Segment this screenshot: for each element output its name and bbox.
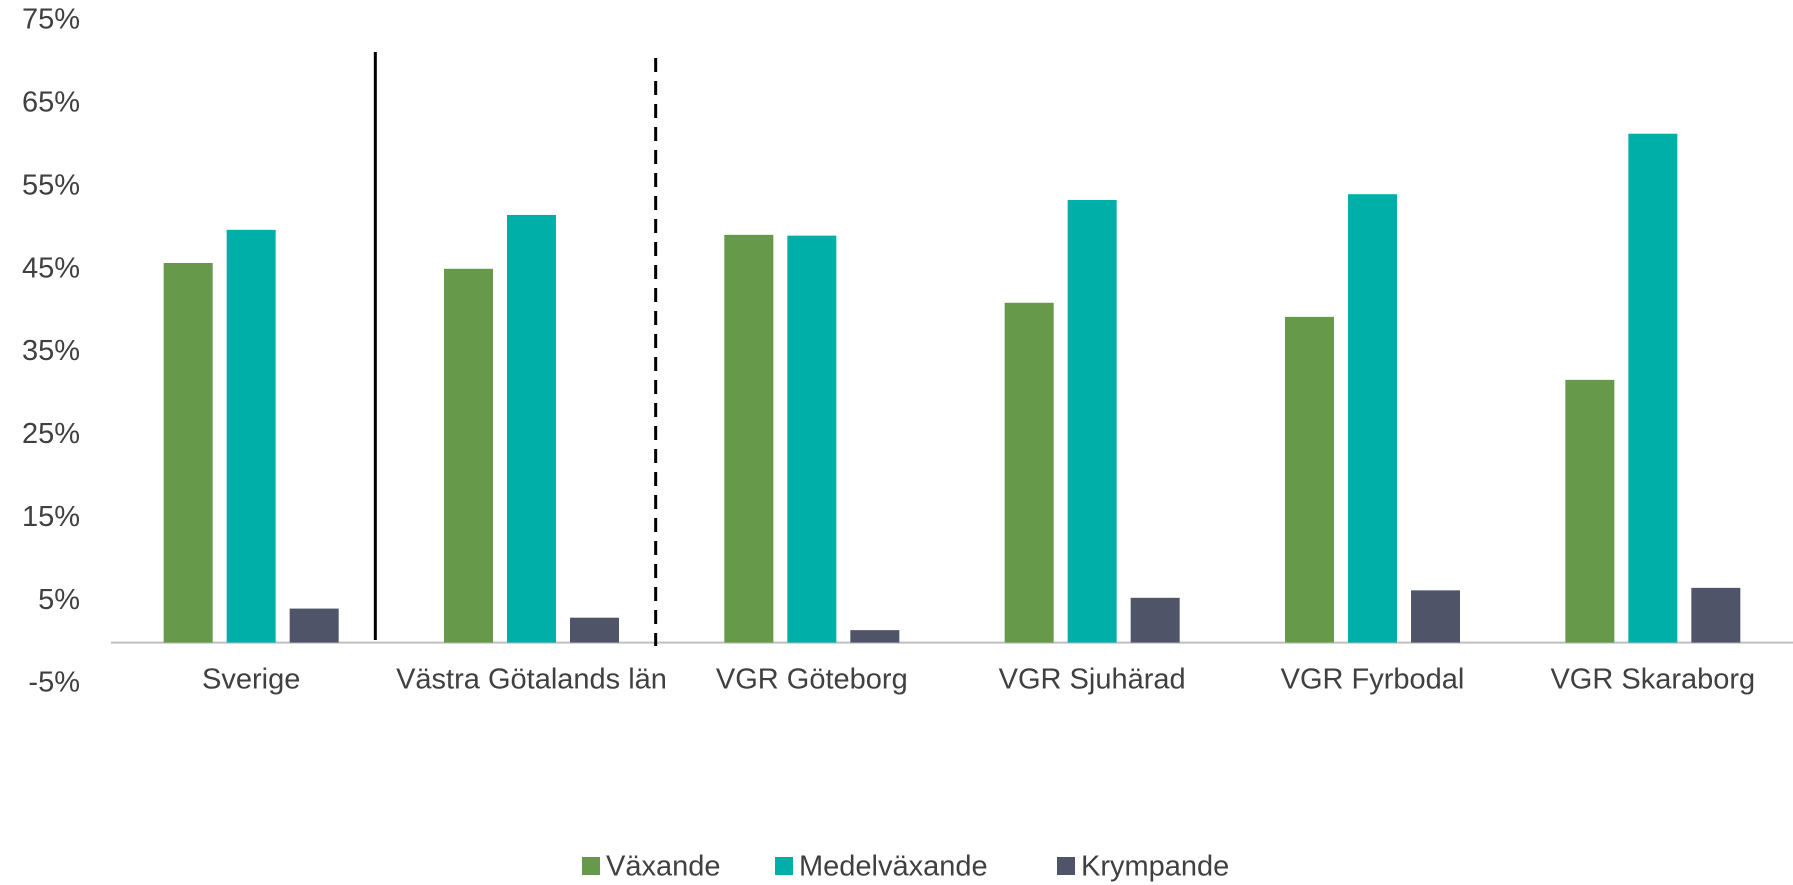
bar: [507, 214, 556, 643]
x-tick-label: VGR Sjuhärad: [999, 664, 1186, 696]
legend-swatch: [775, 857, 793, 875]
bar: [444, 268, 493, 643]
y-tick-label: 15%: [22, 501, 80, 533]
legend-label: Krympande: [1081, 851, 1229, 883]
bar: [1411, 590, 1460, 643]
y-tick-label: -5%: [28, 667, 80, 699]
y-tick-label: 65%: [22, 87, 80, 119]
legend-swatch: [582, 857, 600, 875]
bar: [850, 630, 900, 643]
bar: [1565, 379, 1615, 643]
x-tick-label: VGR Göteborg: [716, 664, 908, 696]
bar: [1348, 194, 1397, 643]
legend-label: Medelväxande: [799, 851, 988, 883]
bar: [1285, 316, 1334, 643]
y-tick-label: 45%: [22, 252, 80, 284]
bar: [289, 608, 339, 643]
y-tick-label: 55%: [22, 169, 80, 201]
x-tick-label: VGR Fyrbodal: [1281, 664, 1465, 696]
bar: [1628, 133, 1678, 643]
legend-label: Växande: [606, 851, 721, 883]
y-tick-label: 75%: [22, 4, 80, 36]
bar: [724, 234, 774, 643]
y-tick-label: 5%: [38, 584, 80, 616]
x-tick-label: VGR Skaraborg: [1550, 664, 1755, 696]
x-tick-label: Sverige: [202, 664, 300, 696]
bar: [163, 262, 213, 643]
y-tick-label: 35%: [22, 335, 80, 367]
bar: [1067, 200, 1117, 643]
bar: [1004, 302, 1054, 643]
bar: [1130, 597, 1180, 643]
bar: [226, 229, 276, 643]
bar: [1691, 587, 1741, 643]
bar: [787, 235, 837, 643]
bar: [570, 617, 619, 643]
x-tick-label: Västra Götalands län: [396, 664, 667, 696]
y-tick-label: 25%: [22, 418, 80, 450]
legend-swatch: [1057, 857, 1075, 875]
